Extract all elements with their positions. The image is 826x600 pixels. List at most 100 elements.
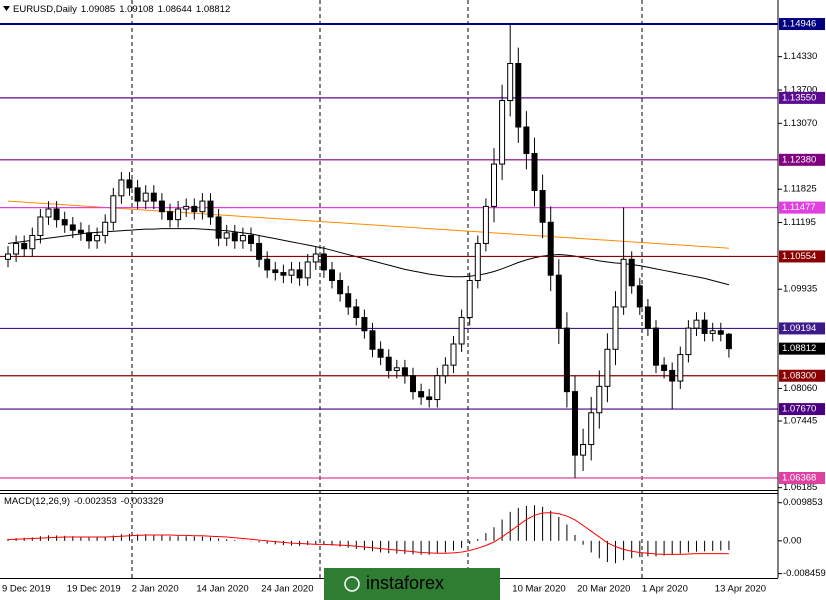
candle-body xyxy=(207,200,214,218)
macd-header: MACD(12,26,9) -0.002353 -0.003329 xyxy=(4,496,164,507)
watermark: instaforex xyxy=(324,568,500,600)
candle-body xyxy=(612,306,619,350)
candle-body xyxy=(312,253,319,263)
signal-value: -0.003329 xyxy=(121,496,164,507)
candle-body xyxy=(636,285,643,308)
candle-body xyxy=(183,205,190,210)
candle-body xyxy=(385,356,392,371)
current-price-box xyxy=(779,342,825,355)
candle-body xyxy=(248,235,254,244)
close-value: 1.08812 xyxy=(196,4,230,15)
watermark-icon xyxy=(344,576,360,592)
open-value: 1.09085 xyxy=(81,4,115,15)
x-tick-label: 20 Mar 2020 xyxy=(577,584,630,595)
candle-body xyxy=(280,272,287,276)
candle-body xyxy=(369,330,376,350)
candle-body xyxy=(353,306,360,319)
x-tick-label: 10 Mar 2020 xyxy=(512,584,565,595)
candle-body xyxy=(45,208,52,218)
x-tick-label: 9 Dec 2019 xyxy=(2,584,51,595)
macd-pane: 0.009853 0.00 -0.008459 xyxy=(7,497,826,579)
candle-body xyxy=(725,333,732,350)
date-axis: 9 Dec 2019 19 Dec 2019 2 Jan 2020 14 Jan 20… xyxy=(2,584,766,595)
candle-body xyxy=(572,391,578,456)
candle-body xyxy=(337,279,344,295)
candle-body xyxy=(21,242,28,250)
candle-body xyxy=(531,152,538,192)
candle-body xyxy=(118,179,125,197)
candle-body xyxy=(596,385,603,414)
candle-body xyxy=(677,354,684,382)
y-tick-label: -0.008459 xyxy=(783,568,826,579)
level-label: 1.13550 xyxy=(782,92,816,103)
candle-body xyxy=(86,232,92,242)
candle-body xyxy=(393,367,400,371)
candle-body xyxy=(142,192,149,202)
candle-body xyxy=(223,232,230,239)
candle-body xyxy=(661,364,668,371)
candle-body xyxy=(37,216,44,237)
level-label-box xyxy=(779,322,825,335)
level-label: 1.06368 xyxy=(782,473,816,484)
candle-body xyxy=(604,348,611,387)
level-label-box xyxy=(779,18,825,31)
candle-body xyxy=(507,63,514,102)
candle-body xyxy=(563,327,570,393)
y-tick-label: 0.00 xyxy=(783,535,802,546)
candle-body xyxy=(539,190,546,223)
candle-body xyxy=(701,319,708,334)
candle-body xyxy=(126,179,133,189)
candle-body xyxy=(466,279,473,319)
x-tick-label: 2 Jan 2020 xyxy=(132,584,179,595)
candle-body xyxy=(239,235,246,242)
candle-body xyxy=(580,444,587,456)
candle-body xyxy=(329,269,335,281)
y-tick-label: 1.07445 xyxy=(783,416,817,427)
candle-body xyxy=(296,269,303,279)
candle-body xyxy=(69,224,76,231)
y-tick-label: 1.13700 xyxy=(783,84,817,95)
candle-body xyxy=(167,211,173,221)
level-label-box xyxy=(779,153,825,166)
level-label: 1.07670 xyxy=(782,404,816,415)
candle-body xyxy=(102,221,109,237)
candle-body xyxy=(418,391,425,398)
candle-body xyxy=(361,317,368,332)
x-tick-label: 19 Dec 2019 xyxy=(67,584,121,595)
level-label-box xyxy=(779,201,825,214)
candle-body xyxy=(94,235,101,242)
high-value: 1.09108 xyxy=(119,4,153,15)
candle-body xyxy=(588,412,595,446)
candle-body xyxy=(450,343,457,366)
level-label: 1.10554 xyxy=(782,251,816,262)
candle-body xyxy=(199,200,206,213)
level-label: 1.11477 xyxy=(782,202,816,213)
candle-body xyxy=(709,330,716,334)
macd-title: MACD(12,26,9) xyxy=(4,496,70,507)
level-label-box xyxy=(779,369,825,382)
candle-body xyxy=(434,375,441,401)
x-tick-label: 1 Apr 2020 xyxy=(642,584,688,595)
level-label-box xyxy=(779,250,825,263)
y-tick-label: 1.11195 xyxy=(783,217,816,228)
y-tick-label: 1.14330 xyxy=(783,51,817,62)
candle-body xyxy=(345,293,352,308)
candle-body xyxy=(426,396,433,401)
candle-body xyxy=(717,330,724,335)
candle-body xyxy=(77,229,84,234)
candle-body xyxy=(491,163,497,207)
level-label-box xyxy=(779,91,825,104)
menu-arrow xyxy=(3,6,10,11)
candle-body xyxy=(304,261,311,279)
candle-body xyxy=(320,253,327,271)
candle-body xyxy=(474,242,481,281)
signal-line xyxy=(7,512,729,555)
candle-body xyxy=(458,317,465,345)
candle-body xyxy=(5,253,11,260)
x-tick-label: 24 Jan 2020 xyxy=(261,584,313,595)
candle-body xyxy=(272,269,279,274)
candle-body xyxy=(256,242,263,260)
candle-body xyxy=(29,235,36,250)
x-tick-label: 13 Apr 2020 xyxy=(715,584,766,595)
